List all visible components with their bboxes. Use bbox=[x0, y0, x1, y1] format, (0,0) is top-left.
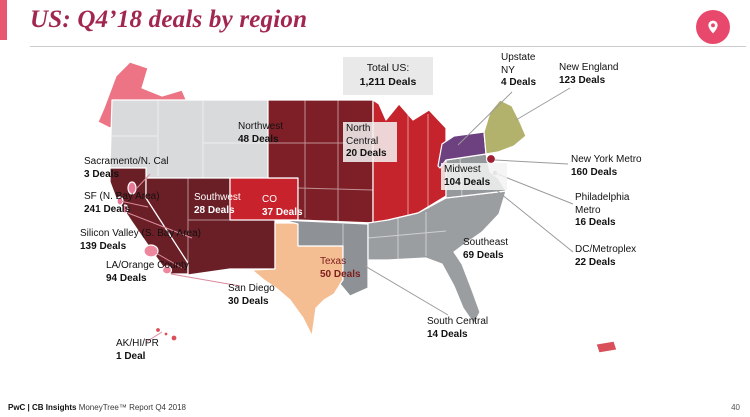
region-name: Northwest bbox=[238, 121, 284, 132]
region-deals: 160 Deals bbox=[571, 166, 618, 178]
region-deals: 14 Deals bbox=[427, 328, 468, 340]
footer-brand: PwC | CB Insights bbox=[8, 403, 77, 412]
region-name: Silicon Valley (S. Bay Area) bbox=[80, 228, 201, 239]
label-sacramento: Sacramento/N. Cal 3 Deals bbox=[84, 156, 194, 181]
region-deals: 48 Deals bbox=[238, 133, 279, 145]
region-deals: 30 Deals bbox=[228, 295, 269, 307]
region-deals: 69 Deals bbox=[463, 249, 504, 261]
region-name: New England bbox=[559, 62, 619, 73]
region-deals: 123 Deals bbox=[559, 74, 606, 86]
region-name: SF (N. Bay Area) bbox=[84, 191, 160, 202]
total-us-box: Total US: 1,211 Deals bbox=[343, 57, 433, 95]
location-pin-glyph bbox=[708, 20, 718, 34]
footer-report-name: MoneyTree™ Report Q4 2018 bbox=[76, 403, 187, 412]
label-ny-metro: New York Metro 160 Deals bbox=[571, 154, 656, 179]
region-name: San Diego bbox=[228, 283, 275, 294]
page-number: 40 bbox=[731, 403, 740, 412]
region-deals: 1 Deal bbox=[116, 350, 146, 362]
region-deals: 16 Deals bbox=[575, 217, 616, 228]
label-new-england: New England 123 Deals bbox=[559, 62, 639, 87]
label-upstate-ny: Upstate NY 4 Deals bbox=[501, 52, 547, 90]
region-name: Texas bbox=[320, 256, 347, 267]
region-deals: 94 Deals bbox=[106, 272, 147, 284]
region-name: Upstate NY bbox=[501, 52, 536, 76]
footer: PwC | CB Insights MoneyTree™ Report Q4 2… bbox=[8, 403, 186, 412]
region-name: North Central bbox=[346, 123, 379, 147]
region-silicon-valley-shape bbox=[121, 204, 129, 214]
region-name: Southwest bbox=[194, 192, 241, 203]
left-accent-bar bbox=[0, 0, 7, 40]
region-deals: 50 Deals bbox=[320, 268, 361, 280]
label-southeast: Southeast 69 Deals bbox=[463, 237, 527, 262]
region-name: DC/Metroplex bbox=[575, 244, 637, 255]
region-deals: 241 Deals bbox=[84, 203, 131, 215]
label-midwest: Midwest 104 Deals bbox=[441, 163, 507, 190]
region-name: LA/Orange County bbox=[106, 260, 189, 271]
region-la-orange-shape bbox=[143, 244, 159, 258]
label-southwest: Southwest 28 Deals bbox=[194, 192, 256, 217]
region-name: South Central bbox=[427, 316, 489, 327]
total-us-label: Total US: bbox=[366, 62, 410, 75]
page-title: US: Q4’18 deals by region bbox=[30, 6, 308, 33]
label-san-diego: San Diego 30 Deals bbox=[228, 283, 298, 308]
region-deals: 3 Deals bbox=[84, 168, 120, 180]
region-deals: 139 Deals bbox=[80, 240, 127, 252]
leader-lines-gray bbox=[364, 87, 574, 316]
region-name: Sacramento/N. Cal bbox=[84, 156, 169, 167]
title-divider bbox=[30, 46, 746, 47]
region-deals: 104 Deals bbox=[444, 176, 491, 188]
region-new-england-shape bbox=[483, 99, 527, 155]
region-deals: 22 Deals bbox=[575, 256, 616, 268]
region-puerto-rico-shape bbox=[595, 340, 618, 354]
label-co: CO 37 Deals bbox=[262, 194, 308, 219]
label-northwest: Northwest 48 Deals bbox=[238, 121, 308, 146]
region-sacramento-shape bbox=[127, 181, 137, 195]
label-philadelphia-metro: Philadelphia Metro 16 Deals bbox=[575, 192, 637, 230]
region-name: Midwest bbox=[444, 164, 481, 175]
region-name: Philadelphia Metro bbox=[575, 192, 630, 216]
region-deals: 20 Deals bbox=[346, 148, 387, 159]
label-la-orange: LA/Orange County 94 Deals bbox=[106, 260, 226, 285]
region-name: Southeast bbox=[463, 237, 509, 248]
location-pin-icon bbox=[696, 10, 730, 44]
leader-lines-pink bbox=[119, 173, 241, 343]
region-san-diego-shape bbox=[161, 265, 173, 275]
label-silicon-valley: Silicon Valley (S. Bay Area) 139 Deals bbox=[80, 228, 232, 253]
label-texas: Texas 50 Deals bbox=[320, 256, 370, 281]
region-name: CO bbox=[262, 194, 277, 205]
total-us-value: 1,211 Deals bbox=[359, 76, 417, 88]
state-borders bbox=[110, 100, 463, 264]
region-hawaii-shape bbox=[154, 326, 178, 342]
region-deals: 28 Deals bbox=[194, 204, 235, 216]
region-deals: 4 Deals bbox=[501, 77, 537, 88]
label-north-central: North Central 20 Deals bbox=[343, 122, 397, 162]
region-name: New York Metro bbox=[571, 154, 642, 165]
label-ak-hi-pr: AK/HI/PR 1 Deal bbox=[116, 338, 186, 363]
label-dc-metroplex: DC/Metroplex 22 Deals bbox=[575, 244, 655, 269]
region-name: AK/HI/PR bbox=[116, 338, 159, 349]
label-sf-bay: SF (N. Bay Area) 241 Deals bbox=[84, 191, 194, 216]
region-deals: 37 Deals bbox=[262, 206, 303, 218]
label-south-central: South Central 14 Deals bbox=[427, 316, 507, 341]
